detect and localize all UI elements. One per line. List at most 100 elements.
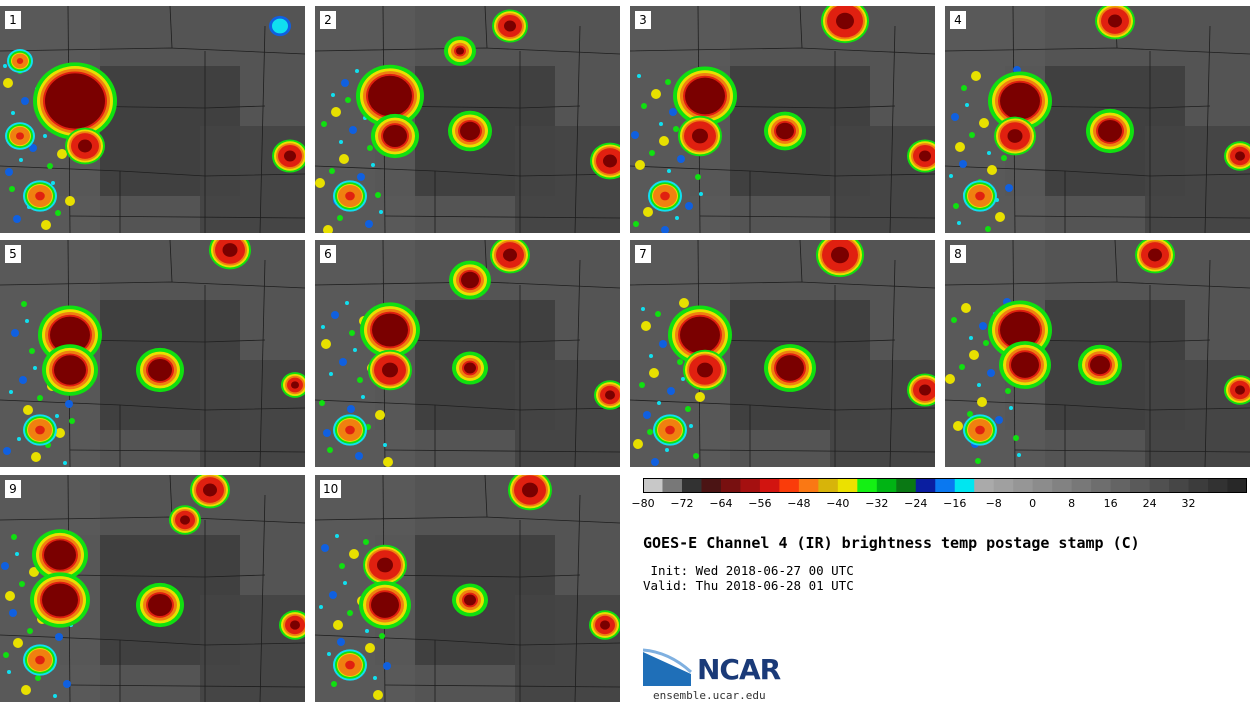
convective-speck xyxy=(321,339,331,349)
satellite-map xyxy=(0,475,305,702)
convective-speck xyxy=(319,605,323,609)
storm-cell xyxy=(35,191,45,201)
convective-speck xyxy=(641,103,647,109)
convective-speck xyxy=(349,126,357,134)
convective-speck xyxy=(951,317,957,323)
convective-speck xyxy=(5,168,13,176)
state-boundary xyxy=(315,399,620,411)
convective-speck xyxy=(357,377,363,383)
storm-cell xyxy=(16,132,24,140)
storm-cell xyxy=(776,355,804,381)
storm-cell xyxy=(522,482,538,498)
convective-speck xyxy=(9,609,17,617)
convective-speck xyxy=(373,690,383,700)
convective-speck xyxy=(347,610,353,616)
storm-cell xyxy=(345,425,355,435)
convective-speck xyxy=(949,174,953,178)
convective-speck xyxy=(675,216,679,220)
panel-number: 7 xyxy=(635,245,651,263)
convective-speck xyxy=(355,69,359,73)
convective-speck xyxy=(337,638,345,646)
colorbar-swatch xyxy=(643,478,663,493)
storm-cell xyxy=(148,593,172,617)
convective-speck xyxy=(651,89,661,99)
convective-speck xyxy=(37,395,43,401)
convective-speck xyxy=(347,405,355,413)
convective-speck xyxy=(331,311,339,319)
convective-speck xyxy=(953,421,963,431)
convective-speck xyxy=(1009,406,1013,410)
convective-speck xyxy=(995,212,1005,222)
state-boundary xyxy=(699,215,935,219)
terrain-shading xyxy=(515,360,620,467)
convective-speck xyxy=(41,220,51,230)
satellite-map xyxy=(315,475,620,702)
convective-speck xyxy=(349,549,359,559)
convective-speck xyxy=(643,207,653,217)
convective-speck xyxy=(977,383,981,387)
convective-speck xyxy=(9,390,13,394)
convective-speck xyxy=(945,374,955,384)
storm-cell xyxy=(1108,14,1122,28)
state-boundary xyxy=(69,684,305,688)
storm-cell xyxy=(50,316,90,354)
convective-speck xyxy=(55,633,63,641)
ncar-logo-icon xyxy=(643,648,693,686)
convective-speck xyxy=(323,225,333,233)
storm-cell xyxy=(290,620,300,630)
storm-cell xyxy=(35,425,45,435)
storm-cell xyxy=(372,313,408,347)
convective-speck xyxy=(367,145,373,151)
convective-speck xyxy=(55,428,65,438)
state-boundary xyxy=(799,240,803,283)
state-boundary xyxy=(384,449,620,453)
colorbar-tick-label: −16 xyxy=(943,497,967,510)
convective-speck xyxy=(995,416,1003,424)
colorbar-swatch xyxy=(1071,478,1092,493)
storm-cell xyxy=(1090,355,1110,375)
convective-speck xyxy=(669,108,677,116)
map-panel-8: 8 xyxy=(945,240,1250,467)
convective-speck xyxy=(383,443,387,447)
colorbar-tick-label: −24 xyxy=(904,497,928,510)
storm-cell xyxy=(1007,129,1023,143)
convective-speck xyxy=(17,437,21,441)
state-boundary xyxy=(315,47,620,55)
storm-cell xyxy=(919,150,931,162)
convective-speck xyxy=(1017,453,1021,457)
colorbar-swatch xyxy=(740,478,761,493)
state-boundary xyxy=(630,281,935,289)
state-boundary xyxy=(484,6,488,49)
state-boundary xyxy=(1204,259,1211,467)
colorbar-swatch xyxy=(857,478,878,493)
convective-speck xyxy=(63,461,67,465)
colorbar-swatch xyxy=(681,478,702,493)
storm-cell xyxy=(464,594,476,606)
convective-speck xyxy=(25,319,29,323)
state-boundary xyxy=(169,6,173,49)
website-link[interactable]: ensemble.ucar.edu xyxy=(653,689,766,702)
colorbar-swatch xyxy=(896,478,917,493)
convective-speck xyxy=(321,544,329,552)
state-boundary xyxy=(630,165,935,177)
storm-cell xyxy=(464,362,476,374)
colorbar-swatch xyxy=(1169,478,1190,493)
convective-speck xyxy=(987,369,995,377)
convective-speck xyxy=(1013,435,1019,441)
convective-speck xyxy=(35,675,41,681)
convective-speck xyxy=(633,439,643,449)
convective-speck xyxy=(345,301,349,305)
convective-speck xyxy=(339,154,349,164)
storm-cell xyxy=(148,358,172,382)
satellite-map xyxy=(945,240,1250,467)
convective-speck xyxy=(969,132,975,138)
storm-cell xyxy=(180,515,190,525)
convective-speck xyxy=(651,458,659,466)
convective-speck xyxy=(319,400,325,406)
state-boundary xyxy=(945,399,1250,411)
convective-speck xyxy=(647,429,653,435)
convective-speck xyxy=(665,79,671,85)
storm-cell xyxy=(665,425,675,435)
storm-cell xyxy=(776,122,794,140)
convective-speck xyxy=(659,136,669,146)
